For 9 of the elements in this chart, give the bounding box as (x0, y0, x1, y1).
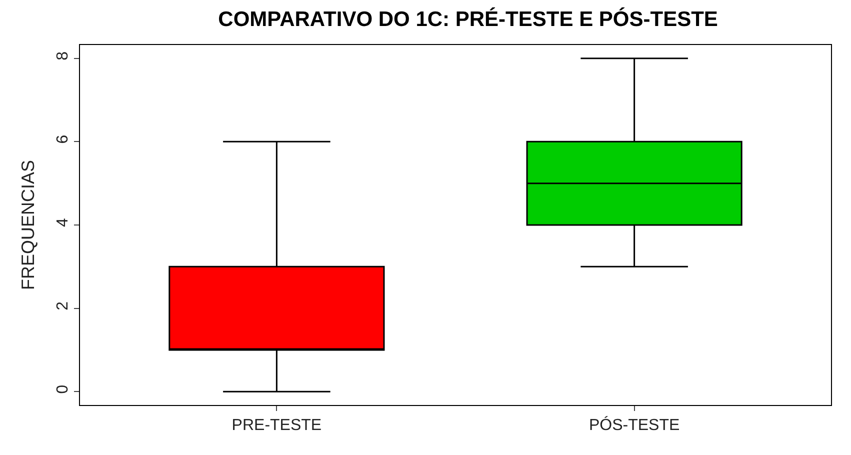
x-tick-label: PRE-TESTE (232, 417, 322, 434)
y-tick-label: 0 (54, 384, 72, 394)
y-tick-label: 8 (54, 51, 72, 60)
y-tick-label: 6 (54, 134, 72, 144)
y-axis-title: FREQUENCIAS (18, 160, 38, 290)
chart-title: COMPARATIVO DO 1C: PRÉ-TESTE E PÓS-TESTE (218, 7, 718, 32)
y-tick-label: 2 (54, 301, 72, 310)
x-tick-label: PÓS-TESTE (588, 416, 680, 434)
y-tick-label: 4 (54, 218, 72, 228)
